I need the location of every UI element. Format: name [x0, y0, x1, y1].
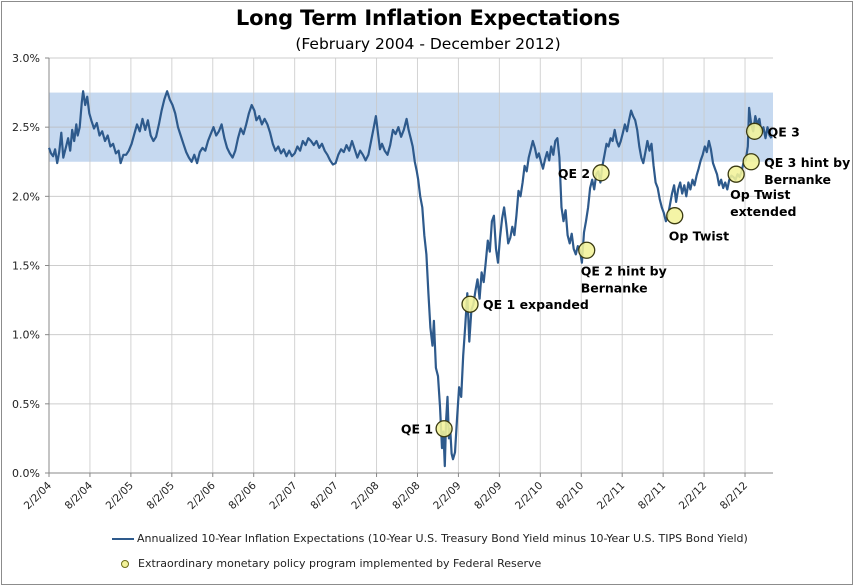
x-tick-label: 2/2/12 — [677, 480, 709, 512]
event-marker — [727, 165, 745, 183]
x-tick-label: 2/2/10 — [513, 480, 545, 512]
event-label: extended — [730, 204, 796, 219]
legend-line-marker — [112, 537, 134, 540]
event-marker — [592, 164, 610, 182]
event-marker — [742, 153, 760, 171]
event-label: QE 2 — [558, 166, 590, 181]
series-line-inflation-expectations — [47, 90, 773, 468]
event-marker — [461, 295, 479, 313]
x-tick-label: 2/2/07 — [267, 480, 299, 512]
event-marker — [435, 420, 453, 438]
event-label: Bernanke — [581, 280, 648, 295]
y-tick-label: 2.5% — [12, 121, 40, 134]
x-tick-label: 2/2/09 — [431, 480, 463, 512]
x-tick-label: 2/2/04 — [22, 479, 55, 512]
x-tick-label: 8/2/11 — [636, 480, 668, 512]
event-label: Bernanke — [764, 172, 831, 187]
x-tick-label: 8/2/10 — [554, 480, 586, 512]
event-label: Op Twist — [730, 187, 790, 202]
event-label: Op Twist — [669, 229, 729, 244]
legend-entry-series: Annualized 10-Year Inflation Expectation… — [112, 532, 748, 545]
legend-label-series: Annualized 10-Year Inflation Expectation… — [137, 532, 748, 545]
y-tick-label: 3.0% — [12, 52, 40, 65]
event-marker — [578, 241, 596, 259]
chart-subtitle: (February 2004 - December 2012) — [295, 35, 561, 53]
legend-label-events: Extraordinary monetary policy program im… — [138, 557, 542, 570]
x-tick-label: 8/2/06 — [226, 479, 259, 512]
y-tick-label: 0.0% — [12, 467, 40, 480]
event-label: QE 3 — [768, 124, 800, 139]
x-tick-label: 8/2/05 — [145, 480, 177, 512]
legend-circle-marker — [121, 559, 129, 568]
chart-title: Long Term Inflation Expectations — [235, 6, 621, 30]
x-tick-label: 8/2/04 — [63, 479, 96, 512]
x-tick-label: 2/2/11 — [595, 480, 627, 512]
x-tick-label: 8/2/09 — [472, 480, 504, 512]
x-tick-label: 2/2/05 — [104, 480, 136, 512]
y-tick-label: 0.5% — [12, 398, 40, 411]
legend-entry-events: Extraordinary monetary policy program im… — [117, 557, 541, 570]
event-label: QE 1 expanded — [483, 297, 589, 312]
y-tick-label: 1.5% — [12, 260, 40, 273]
x-tick-label: 8/2/08 — [390, 480, 422, 512]
event-label: QE 2 hint by — [581, 263, 667, 278]
y-tick-label: 1.0% — [12, 329, 40, 342]
x-tick-label: 2/2/06 — [186, 479, 219, 512]
event-label: QE 3 hint by — [764, 155, 850, 170]
x-tick-label: 8/2/12 — [718, 480, 750, 512]
event-marker — [666, 207, 684, 225]
event-label: QE 1 — [401, 422, 433, 437]
y-tick-label: 2.0% — [12, 190, 40, 203]
x-tick-label: 8/2/07 — [308, 480, 340, 512]
x-tick-label: 2/2/08 — [349, 480, 381, 512]
event-marker — [745, 122, 764, 140]
